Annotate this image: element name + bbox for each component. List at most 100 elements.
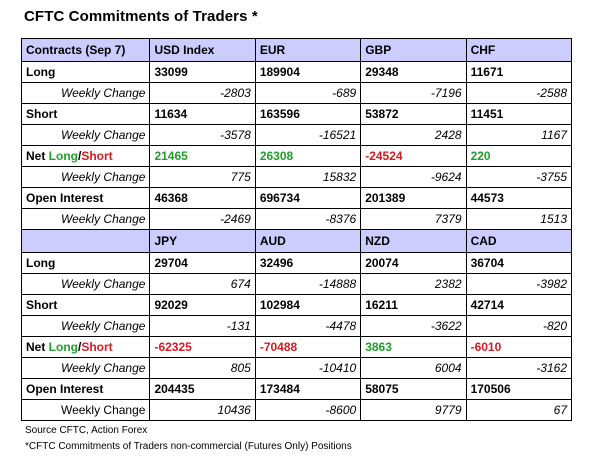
row-label: Short <box>20 103 151 125</box>
table-row: Net Long/Short -62325 -70488 3863 -6010 <box>20 336 573 358</box>
weekly-change-cell: -14888 <box>254 273 362 295</box>
row-label: Open Interest <box>20 378 151 400</box>
weekly-change-cell: -16521 <box>254 124 362 146</box>
weekly-change-cell: -820 <box>465 315 573 337</box>
table-row: Weekly Change 10436 -8600 9779 67 <box>20 399 573 421</box>
row-label: Long <box>20 61 151 83</box>
table-row: Open Interest 46368 696734 201389 44573 <box>20 187 573 209</box>
value-cell: 170506 <box>465 378 573 400</box>
weekly-change-cell: 674 <box>149 273 256 295</box>
value-cell: 53872 <box>360 103 467 125</box>
table-row: Weekly Change -2469 -8376 7379 1513 <box>20 208 573 230</box>
weekly-change-cell: -2803 <box>149 82 256 104</box>
value-cell: 173484 <box>254 378 362 400</box>
weekly-change-cell: 2428 <box>360 124 467 146</box>
table-row: Weekly Change -2803 -689 -7196 -2588 <box>20 82 573 104</box>
value-cell: 204435 <box>149 378 256 400</box>
header-row: Contracts (Sep 7) USD Index EUR GBP CHF <box>20 38 573 62</box>
value-cell: 29704 <box>149 252 256 274</box>
table-row: Weekly Change 805 -10410 6004 -3162 <box>20 357 573 379</box>
row-label-weekly-change: Weekly Change <box>20 357 151 379</box>
header-label-cell: Contracts (Sep 7) <box>20 38 151 62</box>
weekly-change-cell: -8600 <box>254 399 362 421</box>
row-label-net: Net Long/Short <box>20 145 151 167</box>
weekly-change-cell: -7196 <box>360 82 467 104</box>
weekly-change-cell: 9779 <box>360 399 467 421</box>
weekly-change-cell: -131 <box>149 315 256 337</box>
page-title: CFTC Commitments of Traders * <box>24 8 258 25</box>
weekly-change-cell: 1167 <box>465 124 573 146</box>
weekly-change-cell: -8376 <box>254 208 362 230</box>
value-cell: 33099 <box>149 61 256 83</box>
net-label-part: Short <box>81 149 113 163</box>
value-cell: 32496 <box>254 252 362 274</box>
currency-header: GBP <box>360 38 467 62</box>
table-row: Weekly Change 674 -14888 2382 -3982 <box>20 273 573 295</box>
value-cell: 20074 <box>360 252 467 274</box>
row-label-weekly-change: Weekly Change <box>20 315 151 337</box>
weekly-change-cell: -10410 <box>254 357 362 379</box>
table-row: Weekly Change 775 15832 -9624 -3755 <box>20 166 573 188</box>
net-position-cell: 3863 <box>360 336 467 358</box>
weekly-change-cell: 2382 <box>360 273 467 295</box>
weekly-change-cell: 7379 <box>360 208 467 230</box>
weekly-change-cell: -3755 <box>465 166 573 188</box>
value-cell: 58075 <box>360 378 467 400</box>
currency-header: USD Index <box>149 38 256 62</box>
weekly-change-cell: -4478 <box>254 315 362 337</box>
row-label: Long <box>20 252 151 274</box>
table-row: Short 92029 102984 16211 42714 <box>20 294 573 316</box>
value-cell: 42714 <box>465 294 573 316</box>
value-cell: 36704 <box>465 252 573 274</box>
currency-header: CAD <box>465 229 573 253</box>
table-row: Short 11634 163596 53872 11451 <box>20 103 573 125</box>
table-row: Weekly Change -3578 -16521 2428 1167 <box>20 124 573 146</box>
row-label-weekly-change: Weekly Change <box>20 273 151 295</box>
row-label-weekly-change: Weekly Change <box>20 208 151 230</box>
value-cell: 92029 <box>149 294 256 316</box>
value-cell: 696734 <box>254 187 362 209</box>
value-cell: 189904 <box>254 61 362 83</box>
footnote: *CFTC Commitments of Traders non-commerc… <box>25 441 352 452</box>
table-row: Weekly Change -131 -4478 -3622 -820 <box>20 315 573 337</box>
table-row: Long 29704 32496 20074 36704 <box>20 252 573 274</box>
net-position-cell: 26308 <box>254 145 362 167</box>
weekly-change-cell: -3982 <box>465 273 573 295</box>
currency-header: JPY <box>149 229 256 253</box>
weekly-change-cell: -3578 <box>149 124 256 146</box>
weekly-change-cell: -9624 <box>360 166 467 188</box>
net-label-part: Long <box>48 340 78 354</box>
net-position-cell: -6010 <box>465 336 573 358</box>
net-label-part: / <box>78 149 82 163</box>
weekly-change-cell: -689 <box>254 82 362 104</box>
weekly-change-cell: -3622 <box>360 315 467 337</box>
value-cell: 11671 <box>465 61 573 83</box>
table-row: Long 33099 189904 29348 11671 <box>20 61 573 83</box>
net-position-cell: -24524 <box>360 145 467 167</box>
row-label: Short <box>20 294 151 316</box>
weekly-change-cell: 10436 <box>149 399 256 421</box>
row-label-net: Net Long/Short <box>20 336 151 358</box>
net-label-part: Net <box>26 149 49 163</box>
header-label-cell <box>20 229 151 253</box>
value-cell: 11634 <box>149 103 256 125</box>
net-label-part: Net <box>26 340 49 354</box>
table-row: Net Long/Short 21465 26308 -24524 220 <box>20 145 573 167</box>
cot-table: Contracts (Sep 7) USD Index EUR GBP CHF Long 3… <box>20 38 573 421</box>
value-cell: 201389 <box>360 187 467 209</box>
weekly-change-cell: -2469 <box>149 208 256 230</box>
value-cell: 44573 <box>465 187 573 209</box>
value-cell: 46368 <box>149 187 256 209</box>
net-label-part: / <box>78 340 82 354</box>
net-label-part: Long <box>48 149 78 163</box>
table-row: Open Interest 204435 173484 58075 170506 <box>20 378 573 400</box>
weekly-change-cell: 775 <box>149 166 256 188</box>
net-label-part: Short <box>81 340 113 354</box>
value-cell: 29348 <box>360 61 467 83</box>
weekly-change-cell: 1513 <box>465 208 573 230</box>
row-label-weekly-change: Weekly Change <box>20 124 151 146</box>
weekly-change-cell: -3162 <box>465 357 573 379</box>
net-position-cell: 220 <box>465 145 573 167</box>
value-cell: 102984 <box>254 294 362 316</box>
weekly-change-cell: 67 <box>465 399 573 421</box>
